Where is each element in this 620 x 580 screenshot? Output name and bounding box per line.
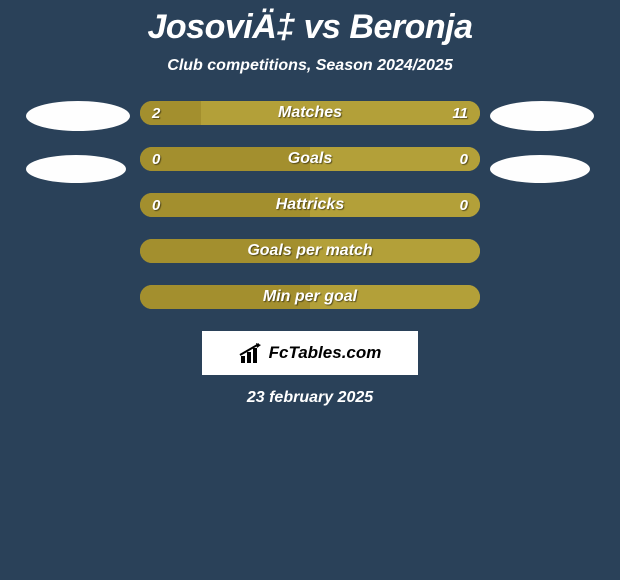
right-avatar [490, 101, 594, 131]
stat-bar: Hattricks0 0 [140, 193, 480, 217]
stat-bar: Min per goal [140, 285, 480, 309]
bar-value-right: 0 [460, 193, 468, 217]
date-text: 23 february 2025 [0, 389, 620, 407]
left-avatar [26, 101, 130, 131]
chart-icon [239, 343, 265, 363]
bar-value-left: 0 [152, 193, 160, 217]
bar-label: Min per goal [140, 285, 480, 309]
bar-label: Matches [140, 101, 480, 125]
stat-bar: Goals0 0 [140, 147, 480, 171]
left-avatars [26, 101, 130, 183]
bar-label: Goals [140, 147, 480, 171]
right-avatars [490, 101, 594, 183]
badge-text: FcTables.com [269, 343, 382, 363]
page-title: JosoviÄ‡ vs Beronja [0, 0, 620, 47]
stat-bar: Goals per match [140, 239, 480, 263]
comparison-bars: Matches211Goals00Hattricks00Goals per ma… [140, 101, 480, 309]
bar-value-left: 2 [152, 101, 160, 125]
subtitle: Club competitions, Season 2024/2025 [0, 57, 620, 75]
bar-value-left: 0 [152, 147, 160, 171]
right-avatar [490, 155, 590, 183]
stat-bar: Matches2 11 [140, 101, 480, 125]
bar-label: Goals per match [140, 239, 480, 263]
bar-value-right: 11 [452, 101, 468, 125]
bar-label: Hattricks [140, 193, 480, 217]
bar-value-right: 0 [460, 147, 468, 171]
stats-area: Matches211Goals00Hattricks00Goals per ma… [0, 101, 620, 309]
left-avatar [26, 155, 126, 183]
footer-badge: FcTables.com [202, 331, 418, 375]
